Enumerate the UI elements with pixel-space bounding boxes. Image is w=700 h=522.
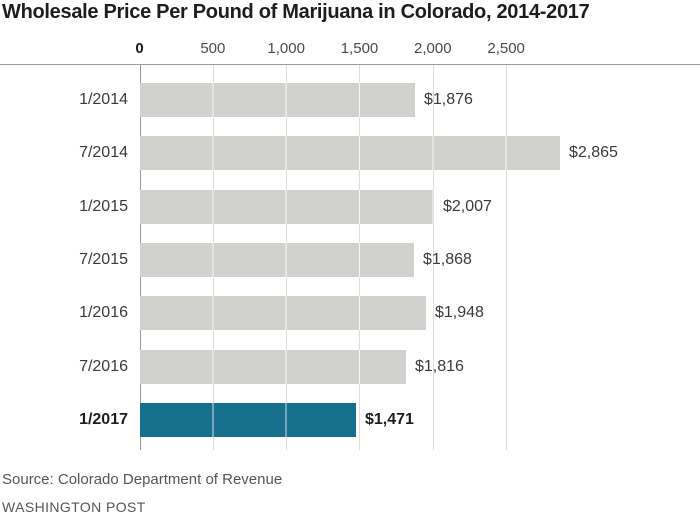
x-tick-label: 2,500: [487, 40, 525, 57]
category-label: 7/2015: [79, 250, 128, 268]
source-text: Source: Colorado Department of Revenue: [2, 471, 283, 488]
value-label: $2,007: [443, 197, 492, 215]
credit-text: WASHINGTON POST: [2, 499, 146, 515]
x-tick-label: 2,000: [414, 40, 452, 57]
x-tick-label: 1,000: [267, 40, 305, 57]
chart-title: Wholesale Price Per Pound of Marijuana i…: [2, 1, 590, 23]
value-label: $1,948: [435, 304, 484, 322]
x-tick-label: 0: [135, 40, 144, 57]
bar-highlighted: [140, 402, 356, 437]
value-label: $1,876: [424, 91, 473, 108]
bar: [140, 242, 414, 277]
value-label: $1,816: [415, 357, 464, 375]
x-tick-label: 500: [200, 40, 226, 57]
category-label: 1/2014: [79, 91, 128, 108]
gridline: [432, 65, 434, 450]
value-label: $1,868: [423, 250, 472, 268]
bar: [140, 136, 560, 171]
x-tick-label: 1,500: [340, 40, 379, 57]
value-label: $1,471: [365, 410, 414, 428]
category-label: 7/2016: [79, 357, 128, 375]
bar: [140, 189, 434, 224]
category-label: 1/2016: [79, 304, 128, 322]
category-label: 7/2014: [79, 144, 128, 162]
x-axis-line: [0, 64, 700, 65]
value-label: $2,865: [569, 144, 618, 162]
bar: [140, 349, 406, 384]
category-label: 1/2015: [79, 197, 128, 215]
bar: [140, 296, 426, 331]
category-label: 1/2017: [79, 410, 128, 428]
gridline: [506, 65, 508, 450]
bar: [140, 83, 415, 117]
